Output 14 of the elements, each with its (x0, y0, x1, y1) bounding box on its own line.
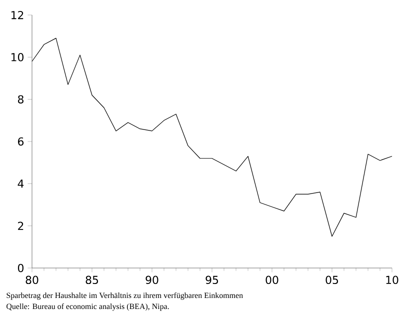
y-tick-label: 6 (18, 137, 24, 146)
y-tick-label: 10 (11, 53, 24, 62)
x-tick-label: 80 (26, 276, 38, 284)
x-tick-label: 05 (326, 276, 338, 284)
y-tick-label: 8 (18, 95, 24, 104)
x-tick-label: 10 (386, 276, 398, 284)
x-tick-label: 95 (206, 276, 218, 284)
y-tick-label: 0 (18, 264, 24, 272)
y-tick-label: 4 (18, 180, 24, 188)
x-tick-label: 85 (86, 276, 98, 284)
x-tick-label: 90 (146, 276, 158, 284)
x-tick-label: 00 (266, 276, 278, 284)
y-tick-label: 2 (18, 222, 24, 230)
y-tick-label: 12 (11, 10, 24, 20)
